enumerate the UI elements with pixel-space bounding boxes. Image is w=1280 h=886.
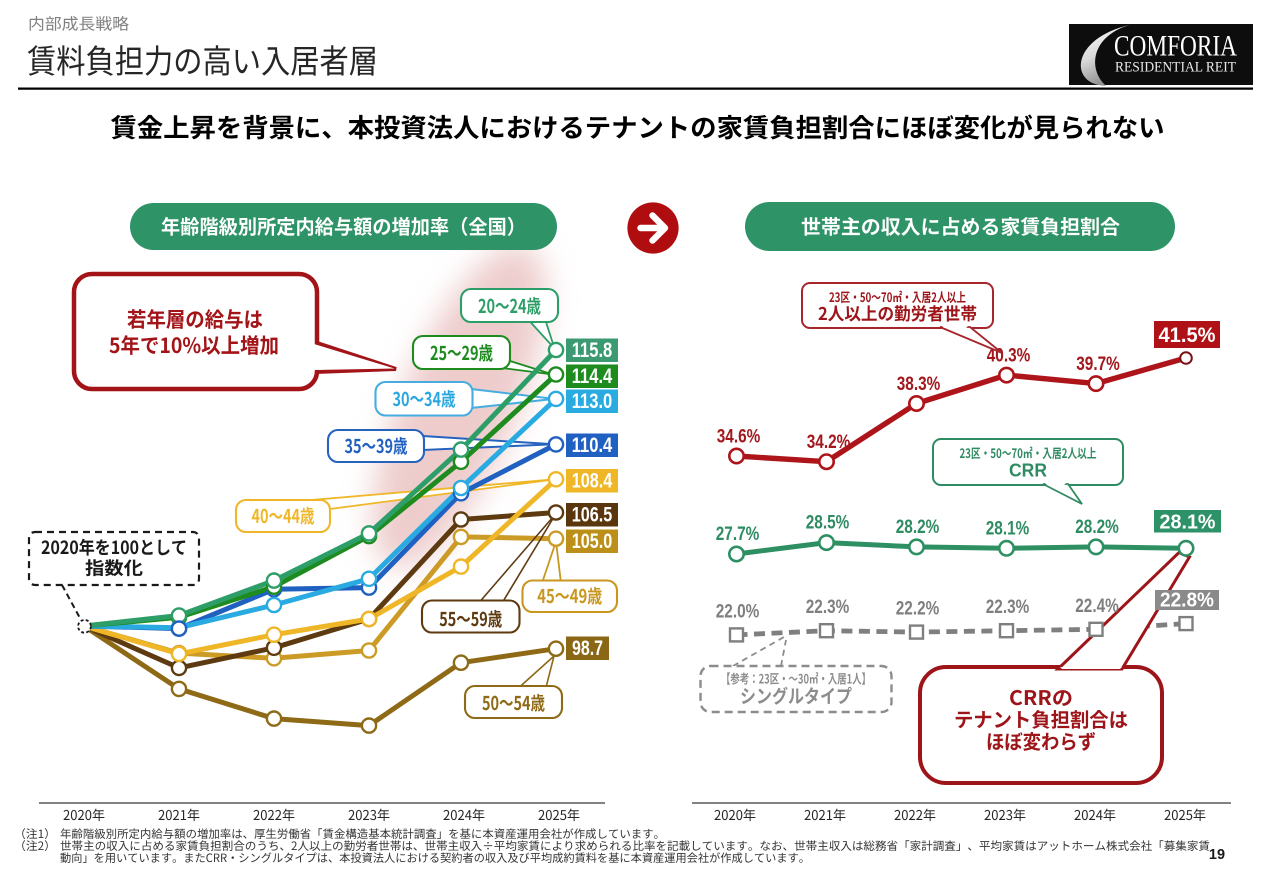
svg-text:106.5: 106.5 xyxy=(572,504,613,527)
svg-text:28.1%: 28.1% xyxy=(986,518,1030,539)
svg-text:38.3%: 38.3% xyxy=(897,374,941,395)
svg-text:28.5%: 28.5% xyxy=(806,513,850,534)
svg-text:41.5%: 41.5% xyxy=(1159,324,1216,347)
svg-text:98.7: 98.7 xyxy=(572,637,603,660)
svg-text:22.8%: 22.8% xyxy=(1160,590,1214,612)
svg-text:39.7%: 39.7% xyxy=(1076,354,1120,375)
svg-text:115.8: 115.8 xyxy=(572,339,613,362)
svg-text:CRR: CRR xyxy=(1009,460,1047,481)
svg-text:28.2%: 28.2% xyxy=(1075,517,1119,538)
svg-text:34.2%: 34.2% xyxy=(807,432,851,453)
svg-text:110.4: 110.4 xyxy=(572,434,613,457)
svg-text:34.6%: 34.6% xyxy=(717,427,761,448)
svg-text:22.2%: 22.2% xyxy=(896,599,940,620)
svg-text:108.4: 108.4 xyxy=(572,470,613,493)
svg-text:COMFORIA: COMFORIA xyxy=(1114,30,1237,63)
svg-text:22.3%: 22.3% xyxy=(986,597,1030,618)
svg-text:28.2%: 28.2% xyxy=(896,517,940,538)
svg-text:105.0: 105.0 xyxy=(572,530,613,553)
svg-text:22.3%: 22.3% xyxy=(806,597,850,618)
svg-text:113.0: 113.0 xyxy=(572,390,613,413)
svg-text:22.0%: 22.0% xyxy=(716,601,760,622)
svg-text:27.7%: 27.7% xyxy=(716,524,760,545)
svg-text:28.1%: 28.1% xyxy=(1160,511,1216,534)
svg-text:19: 19 xyxy=(1209,847,1225,863)
svg-text:114.4: 114.4 xyxy=(572,365,613,388)
svg-text:RESIDENTIAL REIT: RESIDENTIAL REIT xyxy=(1115,60,1236,76)
svg-text:22.4%: 22.4% xyxy=(1075,596,1119,617)
